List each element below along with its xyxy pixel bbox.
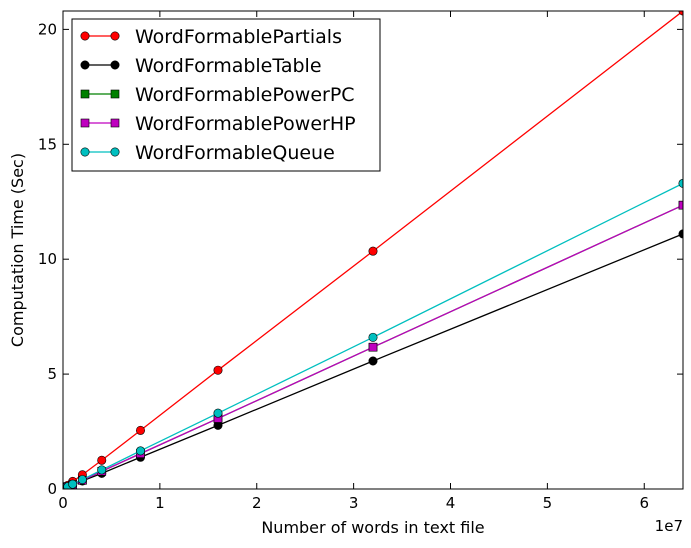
data-point <box>68 479 78 489</box>
legend-marker <box>80 89 90 99</box>
legend-box <box>71 18 381 172</box>
legend-marker <box>80 118 90 128</box>
x-axis-label: Number of words in text file <box>261 518 484 537</box>
legend-marker <box>80 147 90 157</box>
legend-marker <box>110 118 120 128</box>
legend-label: WordFormablePartials <box>135 26 342 48</box>
y-tick-label: 15 <box>38 135 57 153</box>
y-tick-label: 20 <box>38 20 57 38</box>
data-point <box>97 465 107 475</box>
data-point <box>136 446 146 456</box>
data-point <box>368 356 378 366</box>
legend-marker <box>110 89 120 99</box>
legend-marker <box>80 60 90 70</box>
legend-marker <box>110 60 120 70</box>
y-tick-label: 10 <box>38 250 57 268</box>
axes: 0 1 2 3 4 5 6 0 5 10 15 20 <box>38 10 684 512</box>
legend-item: WordFormablePowerPC <box>80 84 355 106</box>
data-point <box>213 365 223 375</box>
data-point <box>136 425 146 435</box>
x-tick-label: 0 <box>58 494 68 512</box>
x-tick-label: 2 <box>252 494 262 512</box>
plot-area <box>63 11 683 489</box>
data-point <box>97 455 107 465</box>
x-axis-offset-label: 1e7 <box>655 517 683 535</box>
data-point <box>368 332 378 342</box>
legend-item: WordFormablePowerHP <box>80 113 356 135</box>
y-axis-label: Computation Time (Sec) <box>8 153 27 347</box>
legend-item: WordFormableQueue <box>80 142 335 164</box>
data-point <box>368 246 378 256</box>
x-tick-label: 1 <box>155 494 165 512</box>
y-tick-label: 0 <box>47 480 57 498</box>
legend-marker <box>80 31 90 41</box>
data-point <box>678 200 683 210</box>
legend-marker <box>110 147 120 157</box>
legend-marker <box>110 31 120 41</box>
legend-item: WordFormableTable <box>80 55 322 77</box>
legend-item: WordFormablePartials <box>80 26 342 48</box>
series-group <box>63 11 683 489</box>
legend-label: WordFormableTable <box>135 55 322 77</box>
legend-label: WordFormablePowerHP <box>135 113 356 135</box>
x-tick-label: 6 <box>639 494 649 512</box>
x-tick-label: 4 <box>446 494 456 512</box>
plot-frame <box>62 10 684 490</box>
data-point <box>213 408 223 418</box>
legend-label: WordFormableQueue <box>135 142 335 164</box>
legend: WordFormablePartials WordFormableTable Wor… <box>71 18 381 172</box>
legend-label: WordFormablePowerPC <box>135 84 355 106</box>
x-tick-label: 5 <box>543 494 553 512</box>
x-tick-label: 3 <box>349 494 359 512</box>
y-tick-label: 5 <box>47 365 57 383</box>
data-point <box>77 475 87 485</box>
data-point <box>368 342 378 352</box>
